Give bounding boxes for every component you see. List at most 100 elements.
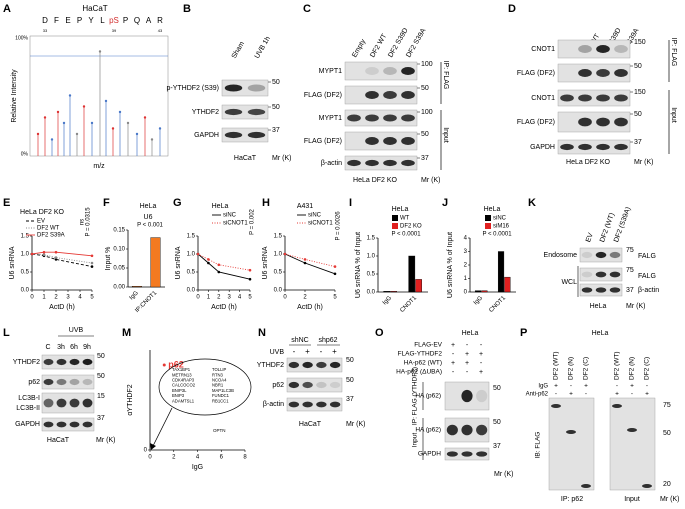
label: 75 xyxy=(626,267,634,274)
series-line xyxy=(31,251,93,257)
label: U6 snRNA xyxy=(9,246,16,279)
label: GAPDH xyxy=(418,451,441,458)
band xyxy=(365,114,379,122)
label: DF2 (WT) xyxy=(614,351,621,380)
x-tick-label: 0 xyxy=(30,295,34,301)
label: Mr (K) xyxy=(346,421,365,428)
label: p62 xyxy=(168,359,184,369)
band xyxy=(365,91,379,99)
peak-dot xyxy=(104,99,108,103)
label: + xyxy=(569,391,573,398)
label: 37 xyxy=(634,139,642,146)
band xyxy=(383,67,397,75)
label: MYPT1 xyxy=(319,115,342,122)
label: 33 xyxy=(43,28,48,33)
label: - xyxy=(320,347,323,356)
peak-dot xyxy=(98,50,102,53)
label: ActD (h) xyxy=(49,304,75,311)
x-tick-label: 2 xyxy=(217,295,221,301)
label: F xyxy=(54,16,59,25)
peak-dot xyxy=(82,105,86,108)
label: 39 xyxy=(112,28,117,33)
label: HeLa xyxy=(462,330,479,337)
peak-dot xyxy=(62,121,66,125)
label: 150 xyxy=(634,89,646,96)
label: LC3B-I xyxy=(18,395,40,402)
y-tick-label: 4 xyxy=(464,236,468,242)
label: U6 snRNA % of Input xyxy=(447,232,454,298)
band xyxy=(383,114,397,122)
gene-label: NCOA4 xyxy=(212,378,227,383)
band xyxy=(627,428,637,432)
label: - xyxy=(616,383,618,390)
label: FALG xyxy=(638,273,656,280)
label: + xyxy=(584,383,588,390)
label: - xyxy=(646,383,648,390)
label: L xyxy=(100,16,105,25)
label: DF2 (C) xyxy=(644,357,651,380)
label: IgG xyxy=(192,464,203,471)
label: HeLa DF2 KO xyxy=(566,159,611,166)
label: + xyxy=(615,391,619,398)
band xyxy=(56,378,67,386)
label: 50 xyxy=(346,357,354,364)
band xyxy=(566,430,576,434)
label: 50 xyxy=(421,85,429,92)
panel-letter: D xyxy=(508,3,516,15)
panel-letter: A xyxy=(3,3,11,15)
label: 6h xyxy=(70,344,78,351)
label: Input xyxy=(412,433,419,448)
label: P xyxy=(123,16,128,25)
band xyxy=(578,45,592,53)
band xyxy=(247,131,266,139)
band xyxy=(288,401,300,408)
y-tick-label: 0.0 xyxy=(367,290,376,296)
point xyxy=(207,261,210,265)
label: FLAG (DF2) xyxy=(304,92,342,99)
band xyxy=(595,271,607,278)
x-tick-label: 5 xyxy=(333,295,337,301)
label: 100 xyxy=(421,109,433,116)
label: Input xyxy=(670,107,677,123)
label: IP: p62 xyxy=(561,496,583,503)
bar xyxy=(390,291,397,293)
band xyxy=(302,381,313,389)
y-tick-label: 0.0 xyxy=(187,288,196,294)
point xyxy=(333,272,337,276)
panel-letter: E xyxy=(3,197,10,209)
y-tick-label: 1.5 xyxy=(187,234,196,240)
band xyxy=(329,381,341,389)
band xyxy=(316,381,327,389)
label: 37 xyxy=(346,396,354,403)
band xyxy=(595,251,607,259)
label: A431 xyxy=(297,203,313,210)
band xyxy=(581,251,593,259)
peak-dot xyxy=(90,121,94,125)
label: OPTN xyxy=(213,428,226,433)
label: - xyxy=(570,383,572,390)
legend-swatch xyxy=(392,223,398,229)
peak-dot xyxy=(111,127,115,130)
band xyxy=(476,389,488,403)
label: 75 xyxy=(626,247,634,254)
label: P < 0.0001 xyxy=(482,232,512,238)
label: 0% xyxy=(21,151,29,157)
label: 50 xyxy=(272,104,280,111)
peak-dot xyxy=(43,116,47,119)
peak-dot xyxy=(135,132,139,136)
peak-dot xyxy=(118,110,122,114)
band xyxy=(365,67,379,75)
label: IB: FLAG xyxy=(535,432,542,459)
label: - xyxy=(452,351,455,358)
blot xyxy=(557,139,631,155)
band xyxy=(43,378,54,386)
label: 37 xyxy=(626,287,634,294)
band xyxy=(596,69,610,77)
x-tick-label: IgG xyxy=(382,295,393,306)
blot xyxy=(557,89,631,107)
label: P = 0.0315 xyxy=(86,207,92,237)
y-tick-label: 0 xyxy=(464,290,468,296)
label: p-YTHDF2 (S39) xyxy=(166,85,219,92)
y-tick-label: 0.5 xyxy=(187,270,196,276)
bar xyxy=(504,276,511,293)
